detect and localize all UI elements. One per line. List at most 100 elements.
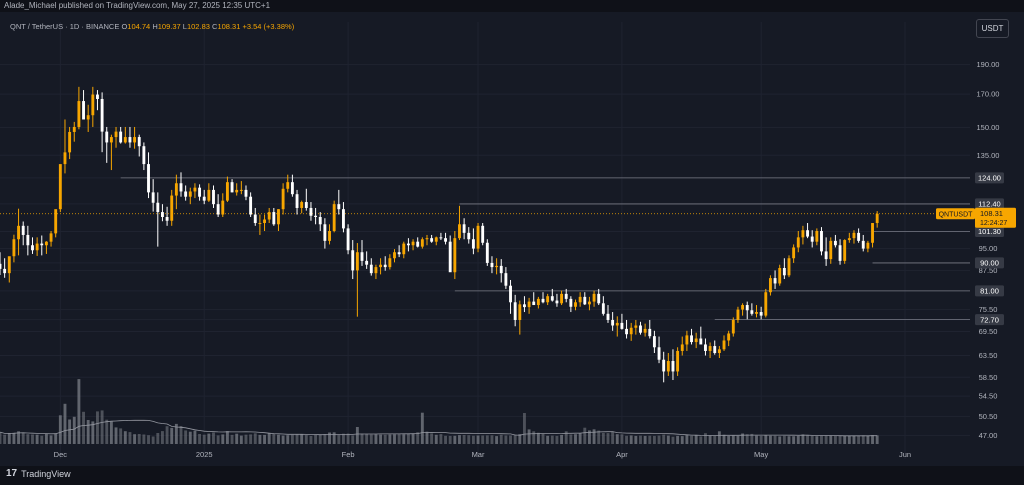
symbol-label[interactable]: QNT / TetherUS · 1D · BINANCE: [10, 22, 120, 31]
candle: [564, 288, 568, 303]
time-axis[interactable]: Dec 2025 Feb Mar Apr May Jun: [54, 450, 911, 459]
candle-body: [583, 296, 587, 305]
candle: [704, 338, 707, 356]
candle: [161, 204, 164, 222]
candle: [806, 223, 809, 239]
volume-bar: [741, 433, 745, 444]
candle-body: [114, 131, 118, 138]
volume-bar: [26, 434, 30, 444]
volume-bar: [820, 435, 823, 444]
candle: [476, 223, 480, 253]
candle: [444, 232, 447, 245]
candle-body: [778, 267, 782, 284]
time-axis-label: Feb: [342, 450, 355, 459]
candle: [750, 303, 754, 316]
candle: [44, 241, 48, 254]
volume-bar: [592, 429, 596, 444]
footer-bar: [0, 466, 1024, 485]
volume-bar: [207, 433, 211, 444]
candle: [72, 121, 76, 142]
volume-bar: [402, 434, 406, 444]
candle-body: [699, 338, 703, 345]
candle: [170, 189, 174, 226]
candle: [249, 192, 253, 217]
candle: [346, 224, 350, 255]
candle: [109, 134, 113, 171]
volume-bar: [193, 430, 197, 444]
volume-bar: [72, 416, 76, 444]
candle-body: [365, 260, 369, 265]
candles[interactable]: [0, 86, 879, 383]
candle: [643, 323, 647, 337]
tradingview-logo[interactable]: 17 TradingView: [6, 468, 71, 479]
volume-bar: [290, 434, 294, 444]
volume-bar: [471, 435, 475, 444]
candle: [541, 292, 545, 304]
volume-bar: [792, 436, 796, 444]
candle: [54, 209, 58, 238]
volume-bar: [676, 435, 680, 444]
candle: [156, 192, 160, 247]
volume-bar: [230, 434, 234, 444]
candle: [815, 228, 819, 246]
candle-body: [439, 237, 443, 239]
candle: [393, 249, 396, 263]
volume-bar: [857, 435, 861, 444]
candle-body: [277, 209, 280, 225]
candle: [31, 237, 34, 254]
price-axis[interactable]: 190.00 170.00 150.00 135.00 95.00 87.50 75.50 6…: [977, 60, 1000, 440]
candle: [629, 322, 633, 341]
volume-bar: [550, 435, 554, 444]
volume-bar: [527, 429, 531, 444]
price-axis-label: 150.00: [977, 123, 1000, 132]
volume-bar: [179, 426, 183, 444]
volume-bar: [564, 431, 568, 444]
candle: [625, 319, 628, 339]
volume-bar: [184, 430, 188, 444]
low-value: 102.83: [186, 22, 210, 31]
candle: [3, 258, 7, 278]
candle: [193, 183, 197, 199]
volume-bar: [546, 435, 550, 444]
candle-body: [704, 344, 707, 351]
last-price-label: 108.31: [980, 209, 1003, 218]
candle: [420, 237, 424, 249]
candle-body: [323, 224, 327, 241]
candle-body: [342, 209, 345, 229]
level-badge-label: 112.40: [978, 200, 1000, 209]
time-axis-label: Dec: [54, 450, 68, 459]
candle: [829, 237, 833, 264]
volume-bar: [21, 432, 25, 444]
candle: [221, 193, 225, 217]
candle: [509, 279, 512, 314]
candle-body: [314, 215, 318, 217]
candle: [434, 236, 438, 246]
candle-body: [202, 196, 206, 201]
candle: [179, 172, 183, 197]
volume-bar: [495, 436, 499, 444]
candle-body: [462, 224, 466, 233]
volume-bar: [235, 433, 239, 444]
low-label: L: [182, 22, 187, 31]
currency-button[interactable]: USDT: [976, 19, 1009, 38]
candle: [202, 189, 206, 205]
candle: [91, 86, 95, 127]
candle-body: [495, 265, 499, 268]
candle: [857, 228, 861, 243]
candle: [151, 179, 155, 212]
candle-body: [694, 338, 698, 343]
volume-bar: [750, 433, 754, 444]
volume-bar: [272, 433, 276, 444]
candle-body: [304, 202, 308, 208]
candle: [272, 207, 276, 226]
candle: [532, 292, 536, 306]
candle-body: [448, 241, 452, 273]
candle: [239, 181, 243, 195]
price-axis-label: 63.50: [979, 351, 998, 360]
candle: [351, 240, 355, 280]
candle-body: [337, 204, 341, 210]
candle-body: [91, 94, 95, 116]
candle: [587, 296, 591, 311]
candle: [796, 231, 800, 253]
